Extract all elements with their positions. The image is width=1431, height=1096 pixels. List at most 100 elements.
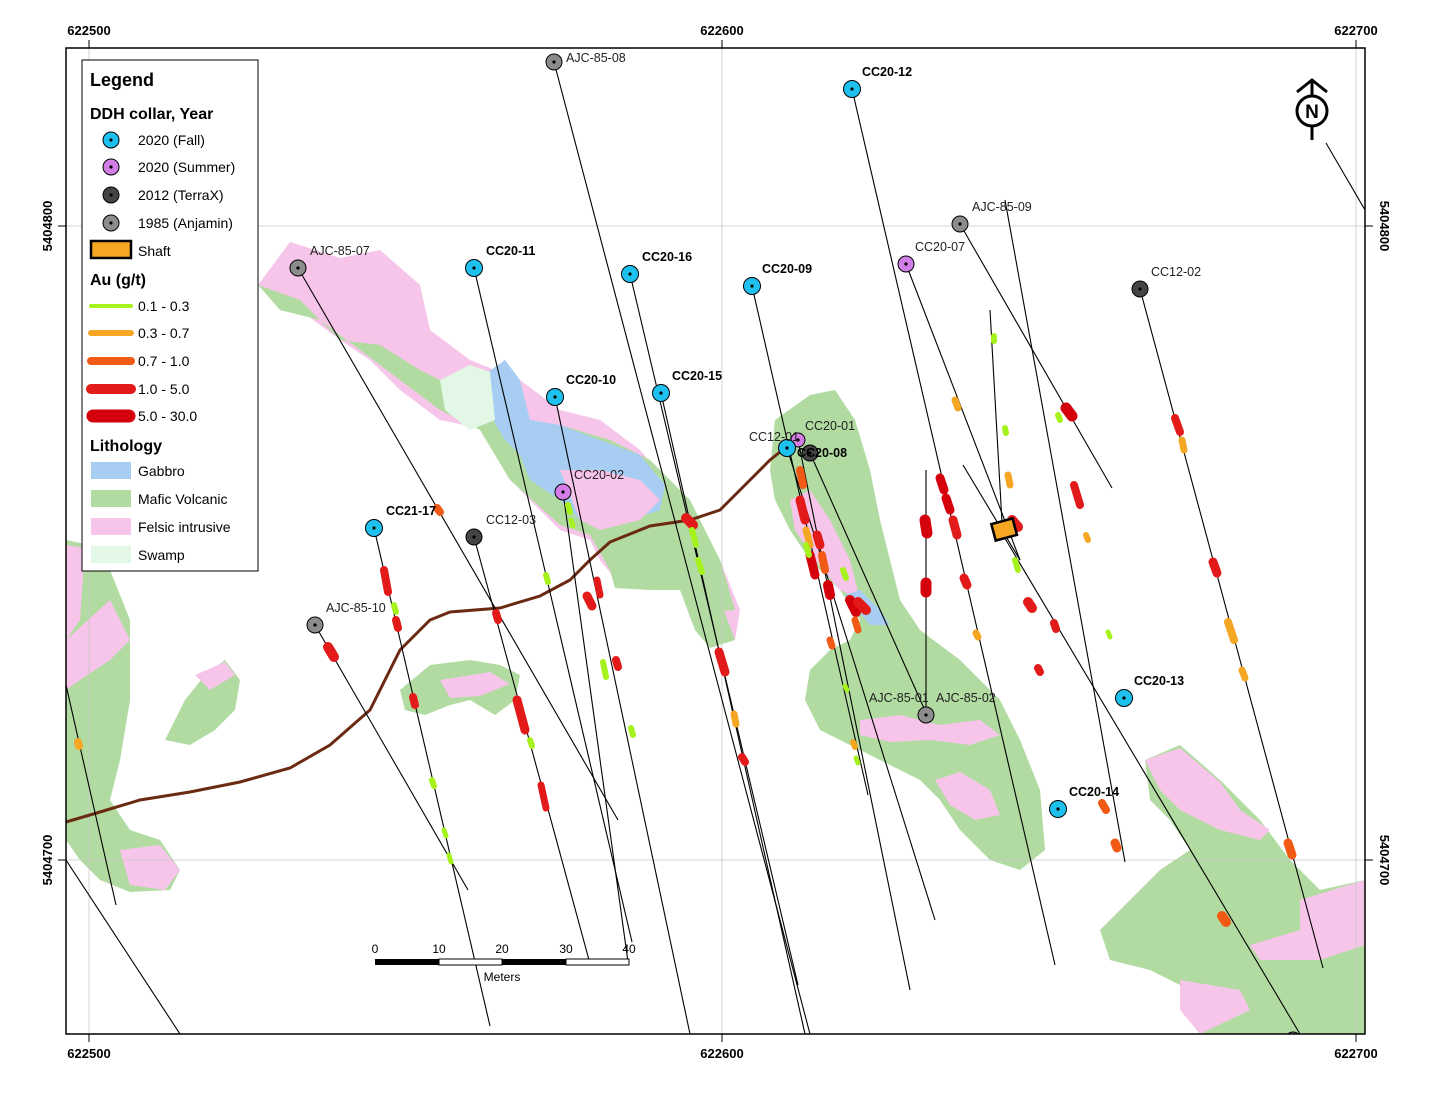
collar-cc12-03[interactable] bbox=[465, 528, 483, 546]
legend-shaft: Shaft bbox=[89, 239, 171, 260]
collar-cc20-08-dark[interactable] bbox=[801, 444, 819, 462]
label-cc21-17: CC21-17 bbox=[386, 504, 436, 518]
legend-title: Legend bbox=[90, 70, 154, 90]
svg-text:Mafic Volcanic: Mafic Volcanic bbox=[138, 491, 227, 507]
svg-text:2020 (Fall): 2020 (Fall) bbox=[138, 132, 205, 148]
collar-cc20-09[interactable] bbox=[743, 277, 761, 295]
collar-cc20-15[interactable] bbox=[652, 384, 670, 402]
swamp-polygon bbox=[440, 365, 495, 430]
label-cc20-15: CC20-15 bbox=[672, 369, 722, 383]
collar-cc12-01[interactable] bbox=[778, 439, 796, 457]
collar-cc20-12[interactable] bbox=[843, 80, 861, 98]
map-neatline bbox=[65, 47, 1366, 1035]
svg-text:0.3 - 0.7: 0.3 - 0.7 bbox=[138, 325, 190, 341]
collar-ajc-85-01[interactable] bbox=[917, 706, 935, 724]
easting-bottom-1: 622500 bbox=[67, 1046, 110, 1061]
legend-lith-swamp: Swamp bbox=[91, 546, 185, 563]
mafic-volcanic-polygon bbox=[1100, 745, 1365, 1034]
felsic-intrusive-polygon bbox=[1250, 880, 1365, 960]
legend-lith-felsic: Felsic intrusive bbox=[91, 518, 231, 535]
mafic-volcanic-polygon bbox=[258, 285, 735, 612]
legend-collar-fall: 2020 (Fall) bbox=[102, 131, 205, 149]
svg-text:2020 (Summer): 2020 (Summer) bbox=[138, 159, 235, 175]
collar-cc12-02[interactable] bbox=[1131, 280, 1149, 298]
label-ajc-85-07: AJC-85-07 bbox=[310, 244, 370, 258]
felsic-intrusive-polygon bbox=[935, 772, 1000, 820]
svg-text:0.7 - 1.0: 0.7 - 1.0 bbox=[138, 353, 190, 369]
easting-bottom-3: 622700 bbox=[1334, 1046, 1377, 1061]
scale-tick-10: 10 bbox=[432, 942, 446, 956]
collar-cc20-16[interactable] bbox=[621, 265, 639, 283]
map-frame bbox=[66, 48, 1365, 1034]
collar-cc20-07[interactable] bbox=[897, 255, 915, 273]
label-cc20-01: CC20-01 bbox=[805, 419, 855, 433]
felsic-intrusive-polygon bbox=[440, 672, 510, 698]
label-cc20-14: CC20-14 bbox=[1069, 785, 1119, 799]
label-ajc-85-08: AJC-85-08 bbox=[566, 51, 626, 65]
label-cc20-12: CC20-12 bbox=[862, 65, 912, 79]
easting-top-1: 622500 bbox=[67, 23, 110, 38]
svg-text:2012 (TerraX): 2012 (TerraX) bbox=[138, 187, 224, 203]
label-cc12-03: CC12-03 bbox=[486, 513, 536, 527]
felsic-intrusive-polygon bbox=[66, 545, 85, 640]
road-line bbox=[66, 446, 786, 824]
felsic-intrusive-polygon bbox=[300, 262, 420, 340]
collar-cc20-14[interactable] bbox=[1049, 800, 1067, 818]
svg-text:1985 (Anjamin): 1985 (Anjamin) bbox=[138, 215, 233, 231]
svg-text:1.0 - 5.0: 1.0 - 5.0 bbox=[138, 381, 190, 397]
legend: Legend DDH collar, Year 2020 (Fall) 2020… bbox=[81, 59, 259, 572]
legend-lith-gabbro: Gabbro bbox=[91, 462, 185, 479]
collars-layer bbox=[289, 53, 1300, 1034]
collar-ajc-85-07[interactable] bbox=[289, 259, 307, 277]
scale-tick-30: 30 bbox=[559, 942, 573, 956]
collar-ajc-85-08[interactable] bbox=[545, 53, 563, 71]
label-cc20-07: CC20-07 bbox=[915, 240, 965, 254]
legend-collar-terrax: 2012 (TerraX) bbox=[102, 186, 224, 204]
legend-lith-mafic: Mafic Volcanic bbox=[91, 490, 227, 507]
collar-cc20-10[interactable] bbox=[546, 388, 564, 406]
northing-right-1: 5404800 bbox=[1377, 201, 1392, 252]
label-cc20-02: CC20-02 bbox=[574, 468, 624, 482]
collar-cc20-13[interactable] bbox=[1115, 689, 1133, 707]
label-cc20-16: CC20-16 bbox=[642, 250, 692, 264]
svg-text:Gabbro: Gabbro bbox=[138, 463, 185, 479]
svg-text:0.1 - 0.3: 0.1 - 0.3 bbox=[138, 298, 190, 314]
easting-bottom-2: 622600 bbox=[700, 1046, 743, 1061]
collar-cc21-17[interactable] bbox=[365, 519, 383, 537]
collar-cc20-11[interactable] bbox=[465, 259, 483, 277]
felsic-intrusive-polygon bbox=[1180, 980, 1250, 1034]
felsic-intrusive-polygon bbox=[195, 662, 235, 690]
legend-collar-header: DDH collar, Year bbox=[90, 106, 213, 123]
easting-top-2: 622600 bbox=[700, 23, 743, 38]
label-cc20-09: CC20-09 bbox=[762, 262, 812, 276]
label-ajc-85-02: AJC-85-02 bbox=[936, 691, 996, 705]
legend-lith-header: Lithology bbox=[90, 438, 162, 455]
northing-right-2: 5404700 bbox=[1377, 835, 1392, 886]
scale-unit: Meters bbox=[484, 970, 521, 984]
northing-left-2: 5404700 bbox=[40, 835, 55, 886]
legend-au-4: 5.0 - 30.0 bbox=[86, 408, 197, 424]
legend-collar-summer: 2020 (Summer) bbox=[102, 158, 235, 176]
label-ajc-85-09: AJC-85-09 bbox=[972, 200, 1032, 214]
legend-au-header: Au (g/t) bbox=[90, 272, 146, 289]
collar-ajc-85-10[interactable] bbox=[306, 616, 324, 634]
scale-tick-20: 20 bbox=[495, 942, 509, 956]
easting-top-3: 622700 bbox=[1334, 23, 1377, 38]
felsic-intrusive-polygon bbox=[120, 845, 180, 890]
northing-left-1: 5404800 bbox=[40, 201, 55, 252]
scale-bar: 0 10 20 30 40 Meters bbox=[372, 942, 636, 984]
label-ajc-85-10: AJC-85-10 bbox=[326, 601, 386, 615]
felsic-intrusive-polygon bbox=[560, 470, 660, 530]
collar-cc20-02[interactable] bbox=[554, 483, 572, 501]
au-intercepts bbox=[74, 333, 1297, 927]
scale-tick-40: 40 bbox=[622, 942, 636, 956]
north-letter: N bbox=[1305, 102, 1319, 123]
felsic-intrusive-polygon bbox=[860, 715, 1000, 745]
mafic-volcanic-polygon bbox=[770, 390, 1045, 870]
north-arrow: N bbox=[1295, 78, 1329, 140]
collar-ajc-85-09[interactable] bbox=[951, 215, 969, 233]
label-cc20-10: CC20-10 bbox=[566, 373, 616, 387]
shaft-marker[interactable] bbox=[989, 516, 1019, 543]
hole-labels: AJC-85-08 CC20-12 AJC-85-09 CC20-07 AJC-… bbox=[310, 51, 1201, 799]
